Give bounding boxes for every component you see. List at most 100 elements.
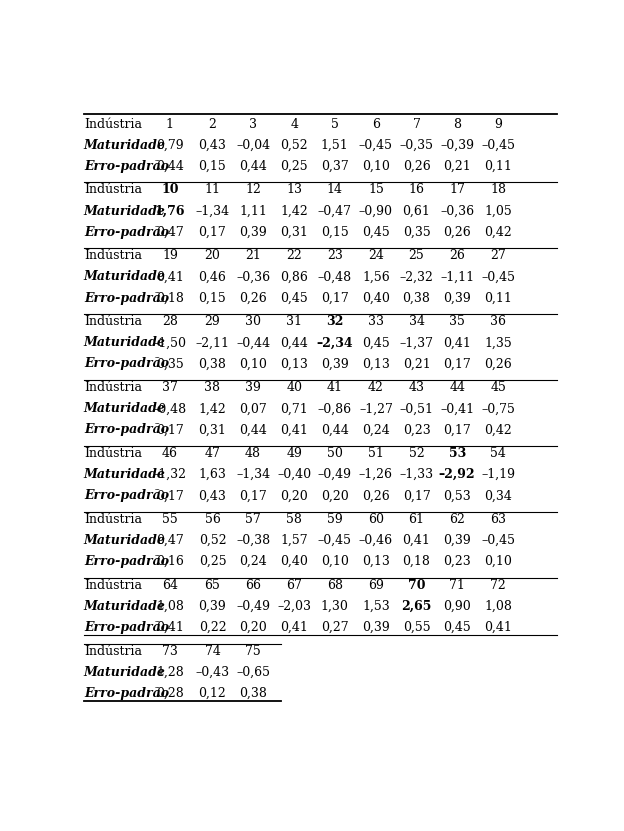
Text: 2: 2 xyxy=(208,117,217,130)
Text: 0,55: 0,55 xyxy=(402,621,431,634)
Text: 0,47: 0,47 xyxy=(156,226,183,238)
Text: 2,65: 2,65 xyxy=(401,600,432,613)
Text: 0,16: 0,16 xyxy=(156,555,184,568)
Text: Maturidade: Maturidade xyxy=(84,139,166,151)
Text: 0,35: 0,35 xyxy=(402,226,431,238)
Text: 0,41: 0,41 xyxy=(280,621,308,634)
Text: –1,37: –1,37 xyxy=(399,337,434,349)
Text: 0,35: 0,35 xyxy=(156,357,183,371)
Text: 0,18: 0,18 xyxy=(402,555,431,568)
Text: 30: 30 xyxy=(245,315,261,328)
Text: Erro-padrão: Erro-padrão xyxy=(84,160,169,173)
Text: 1: 1 xyxy=(166,117,174,130)
Text: 1,63: 1,63 xyxy=(198,468,227,481)
Text: 0,45: 0,45 xyxy=(443,621,471,634)
Text: –0,41: –0,41 xyxy=(440,402,474,416)
Text: 25: 25 xyxy=(409,249,424,263)
Text: 46: 46 xyxy=(162,447,178,460)
Text: 0,20: 0,20 xyxy=(239,621,267,634)
Text: 52: 52 xyxy=(409,447,424,460)
Text: 0,26: 0,26 xyxy=(484,357,512,371)
Text: –1,11: –1,11 xyxy=(440,270,474,283)
Text: 59: 59 xyxy=(327,513,343,526)
Text: 0,17: 0,17 xyxy=(239,489,267,502)
Text: 32: 32 xyxy=(326,315,343,328)
Text: 66: 66 xyxy=(245,579,261,592)
Text: 63: 63 xyxy=(490,513,506,526)
Text: 0,37: 0,37 xyxy=(321,160,349,173)
Text: 47: 47 xyxy=(205,447,220,460)
Text: 18: 18 xyxy=(490,184,506,196)
Text: Maturidade: Maturidade xyxy=(84,270,166,283)
Text: 0,13: 0,13 xyxy=(362,357,390,371)
Text: 0,21: 0,21 xyxy=(443,160,471,173)
Text: 1,42: 1,42 xyxy=(280,204,308,218)
Text: –0,39: –0,39 xyxy=(440,139,474,151)
Text: 0,86: 0,86 xyxy=(280,270,308,283)
Text: –2,11: –2,11 xyxy=(195,337,230,349)
Text: 0,41: 0,41 xyxy=(484,621,512,634)
Text: 0,38: 0,38 xyxy=(198,357,227,371)
Text: Indústria: Indústria xyxy=(84,645,142,658)
Text: –0,40: –0,40 xyxy=(277,468,311,481)
Text: 0,10: 0,10 xyxy=(239,357,267,371)
Text: 0,45: 0,45 xyxy=(362,226,390,238)
Text: 1,08: 1,08 xyxy=(484,600,512,613)
Text: Maturidade: Maturidade xyxy=(84,204,166,218)
Text: 0,39: 0,39 xyxy=(362,621,390,634)
Text: 0,90: 0,90 xyxy=(443,600,471,613)
Text: 60: 60 xyxy=(368,513,384,526)
Text: 0,13: 0,13 xyxy=(362,555,390,568)
Text: 72: 72 xyxy=(490,579,506,592)
Text: 0,45: 0,45 xyxy=(280,292,308,305)
Text: 69: 69 xyxy=(368,579,384,592)
Text: –2,03: –2,03 xyxy=(277,600,311,613)
Text: 14: 14 xyxy=(327,184,343,196)
Text: Erro-padrão: Erro-padrão xyxy=(84,357,169,371)
Text: 0,07: 0,07 xyxy=(239,402,267,416)
Text: 9: 9 xyxy=(494,117,502,130)
Text: 0,41: 0,41 xyxy=(156,621,184,634)
Text: –1,32: –1,32 xyxy=(153,468,187,481)
Text: 0,41: 0,41 xyxy=(280,423,308,436)
Text: 48: 48 xyxy=(245,447,261,460)
Text: 0,21: 0,21 xyxy=(402,357,431,371)
Text: 1,53: 1,53 xyxy=(362,600,390,613)
Text: –2,32: –2,32 xyxy=(399,270,434,283)
Text: 0,28: 0,28 xyxy=(156,687,183,700)
Text: 75: 75 xyxy=(245,645,261,658)
Text: Erro-padrão: Erro-padrão xyxy=(84,292,169,305)
Text: 1,08: 1,08 xyxy=(156,600,184,613)
Text: Indústria: Indústria xyxy=(84,315,142,328)
Text: 44: 44 xyxy=(449,381,465,394)
Text: 0,20: 0,20 xyxy=(321,489,349,502)
Text: 5: 5 xyxy=(331,117,339,130)
Text: 26: 26 xyxy=(449,249,465,263)
Text: 0,47: 0,47 xyxy=(156,534,183,547)
Text: –0,45: –0,45 xyxy=(318,534,352,547)
Text: 1,11: 1,11 xyxy=(239,204,267,218)
Text: 0,27: 0,27 xyxy=(321,621,349,634)
Text: 27: 27 xyxy=(490,249,506,263)
Text: 53: 53 xyxy=(449,447,466,460)
Text: 1,05: 1,05 xyxy=(484,204,512,218)
Text: –0,65: –0,65 xyxy=(236,666,270,679)
Text: 0,45: 0,45 xyxy=(362,337,390,349)
Text: 0,13: 0,13 xyxy=(280,357,308,371)
Text: Indústria: Indústria xyxy=(84,447,142,460)
Text: 0,17: 0,17 xyxy=(321,292,349,305)
Text: 0,17: 0,17 xyxy=(156,489,183,502)
Text: –0,44: –0,44 xyxy=(236,337,270,349)
Text: 0,10: 0,10 xyxy=(484,555,512,568)
Text: –0,49: –0,49 xyxy=(318,468,352,481)
Text: 38: 38 xyxy=(205,381,220,394)
Text: 34: 34 xyxy=(409,315,424,328)
Text: 70: 70 xyxy=(407,579,426,592)
Text: –1,33: –1,33 xyxy=(399,468,434,481)
Text: 0,44: 0,44 xyxy=(239,160,267,173)
Text: 0,61: 0,61 xyxy=(402,204,431,218)
Text: 1,42: 1,42 xyxy=(198,402,227,416)
Text: –0,90: –0,90 xyxy=(359,204,393,218)
Text: Indústria: Indústria xyxy=(84,513,142,526)
Text: 21: 21 xyxy=(245,249,261,263)
